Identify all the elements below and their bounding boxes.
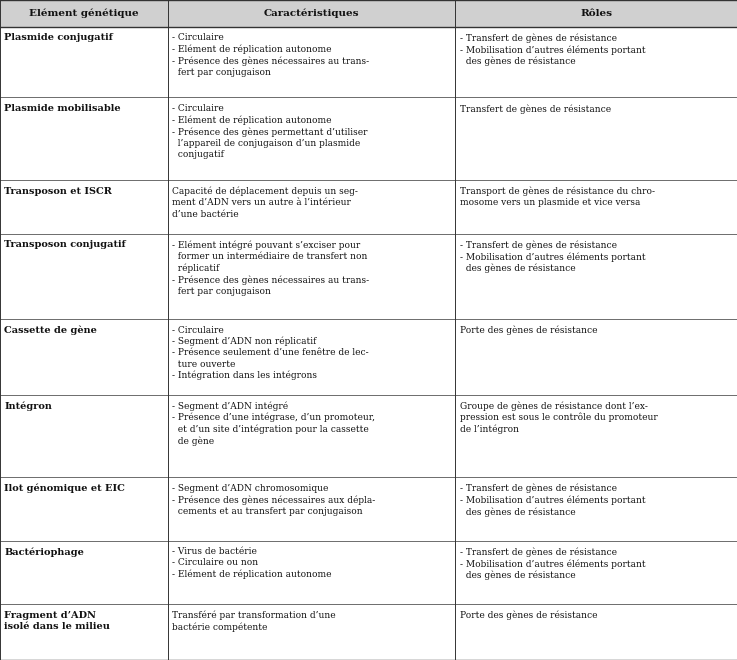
Text: Capacité de déplacement depuis un seg-
ment d’ADN vers un autre à l’intérieur
d’: Capacité de déplacement depuis un seg- m… (172, 187, 358, 218)
Text: - Transfert de gènes de résistance
- Mobilisation d’autres éléments portant
  de: - Transfert de gènes de résistance - Mob… (460, 547, 646, 580)
Text: - Virus de bactérie
- Circulaire ou non
- Elément de réplication autonome: - Virus de bactérie - Circulaire ou non … (172, 547, 332, 579)
Text: - Circulaire
- Elément de réplication autonome
- Présence des gènes permettant d: - Circulaire - Elément de réplication au… (172, 104, 368, 158)
Text: Porte des gènes de résistance: Porte des gènes de résistance (460, 325, 598, 335)
Text: Intégron: Intégron (4, 401, 52, 411)
Text: Plasmide conjugatif: Plasmide conjugatif (4, 34, 113, 42)
Text: - Circulaire
- Elément de réplication autonome
- Présence des gènes nécessaires : - Circulaire - Elément de réplication au… (172, 34, 369, 77)
Text: - Circulaire
- Segment d’ADN non réplicatif
- Présence seulement d’une fenêtre d: - Circulaire - Segment d’ADN non réplica… (172, 325, 369, 380)
Text: - Segment d’ADN intégré
- Présence d’une intégrase, d’un promoteur,
  et d’un si: - Segment d’ADN intégré - Présence d’une… (172, 401, 375, 446)
Text: Transposon conjugatif: Transposon conjugatif (4, 240, 126, 249)
Text: Transposon et ISCR: Transposon et ISCR (4, 187, 112, 196)
Text: Caractéristiques: Caractéristiques (264, 9, 360, 18)
Text: Fragment d’ADN
isolé dans le milieu: Fragment d’ADN isolé dans le milieu (4, 610, 111, 631)
Text: - Transfert de gènes de résistance
- Mobilisation d’autres éléments portant
  de: - Transfert de gènes de résistance - Mob… (460, 240, 646, 273)
Text: - Segment d’ADN chromosomique
- Présence des gènes nécessaires aux dépla-
  ceme: - Segment d’ADN chromosomique - Présence… (172, 484, 376, 516)
Text: Ilot génomique et EIC: Ilot génomique et EIC (4, 484, 125, 494)
Text: Transféré par transformation d’une
bactérie compétente: Transféré par transformation d’une bacté… (172, 610, 336, 632)
Text: Bactériophage: Bactériophage (4, 547, 84, 557)
Text: Transport de gènes de résistance du chro-
mosome vers un plasmide et vice versa: Transport de gènes de résistance du chro… (460, 187, 655, 207)
Text: Cassette de gène: Cassette de gène (4, 325, 97, 335)
Text: Transfert de gènes de résistance: Transfert de gènes de résistance (460, 104, 611, 114)
Text: Groupe de gènes de résistance dont l’ex-
pression est sous le contrôle du promot: Groupe de gènes de résistance dont l’ex-… (460, 401, 657, 434)
Text: Plasmide mobilisable: Plasmide mobilisable (4, 104, 121, 113)
Text: Porte des gènes de résistance: Porte des gènes de résistance (460, 610, 598, 620)
Text: - Transfert de gènes de résistance
- Mobilisation d’autres éléments portant
  de: - Transfert de gènes de résistance - Mob… (460, 34, 646, 67)
Text: - Elément intégré pouvant s’exciser pour
  former un intermédiaire de transfert : - Elément intégré pouvant s’exciser pour… (172, 240, 369, 296)
Text: Rôles: Rôles (580, 9, 612, 18)
Text: - Transfert de gènes de résistance
- Mobilisation d’autres éléments portant
  de: - Transfert de gènes de résistance - Mob… (460, 484, 646, 517)
Text: Elément génétique: Elément génétique (29, 9, 139, 18)
Bar (0, 0, 737, 27)
